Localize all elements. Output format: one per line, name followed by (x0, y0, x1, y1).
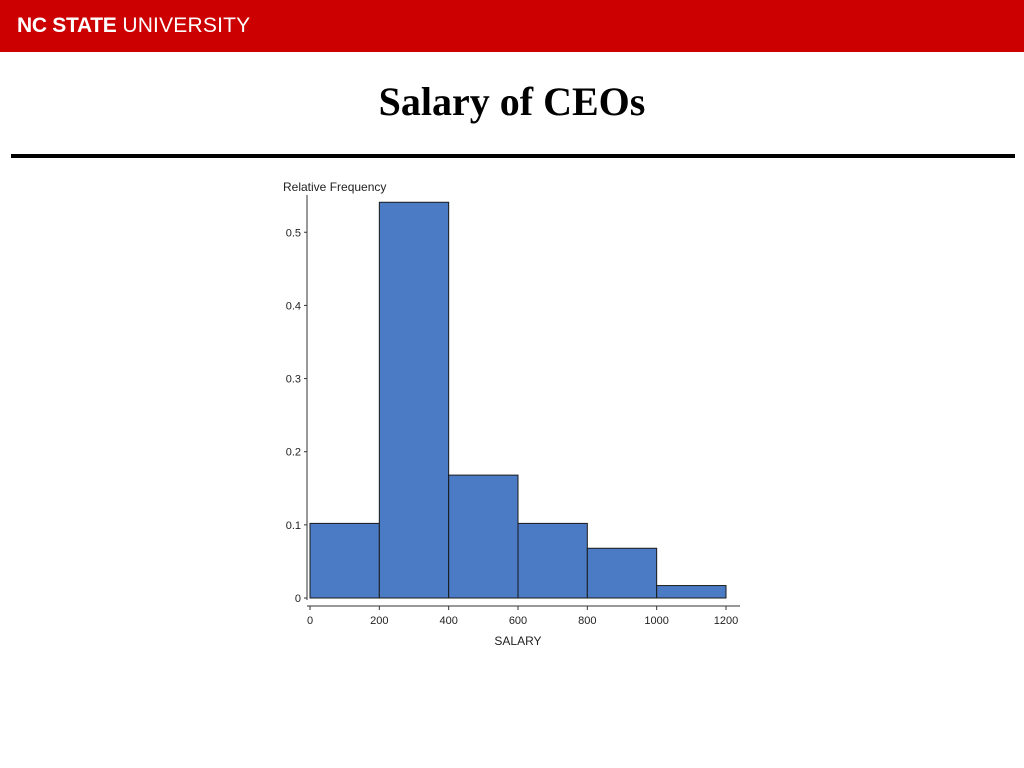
x-tick-label: 600 (509, 615, 527, 627)
x-tick-label: 200 (370, 615, 388, 627)
histogram-bar (517, 522, 588, 599)
x-ticks-group: 0 200 400 600 800 1000 1200 (307, 606, 738, 627)
y-tick-label: 0.5 (286, 227, 301, 239)
header-banner: NC STATE UNIVERSITY (0, 0, 1024, 52)
y-tick-label: 0.2 (286, 447, 301, 459)
logo-strong-text: NC STATE (17, 14, 117, 37)
slide-title: Salary of CEOs (378, 79, 646, 124)
x-tick-label: 1200 (714, 615, 738, 627)
y-tick-label: 0.1 (286, 520, 301, 532)
histogram-bar (378, 201, 450, 599)
histogram-bar (656, 585, 727, 599)
histogram-bar (586, 547, 658, 599)
y-ticks-group: 0 0.1 0.2 0.3 0.4 0.5 (286, 227, 307, 605)
x-axis-label: SALARY (494, 634, 541, 648)
histogram-chart: Relative Frequency 0 0.1 0.2 0.3 0.4 0.5 0 200… (283, 180, 740, 648)
histogram-bar (448, 474, 519, 599)
title-divider (11, 154, 1015, 158)
x-tick-label: 0 (307, 615, 313, 627)
bars-group (309, 201, 727, 599)
y-tick-label: 0.4 (286, 300, 301, 312)
y-axis-label: Relative Frequency (283, 180, 386, 194)
x-tick-label: 800 (578, 615, 596, 627)
x-tick-label: 400 (439, 615, 457, 627)
y-tick-label: 0.3 (286, 374, 301, 386)
logo-light-text: UNIVERSITY (122, 14, 251, 37)
x-tick-label: 1000 (644, 615, 668, 627)
histogram-bar (309, 522, 380, 599)
university-logo: NC STATE UNIVERSITY (17, 13, 250, 39)
y-tick-label: 0 (295, 593, 301, 605)
